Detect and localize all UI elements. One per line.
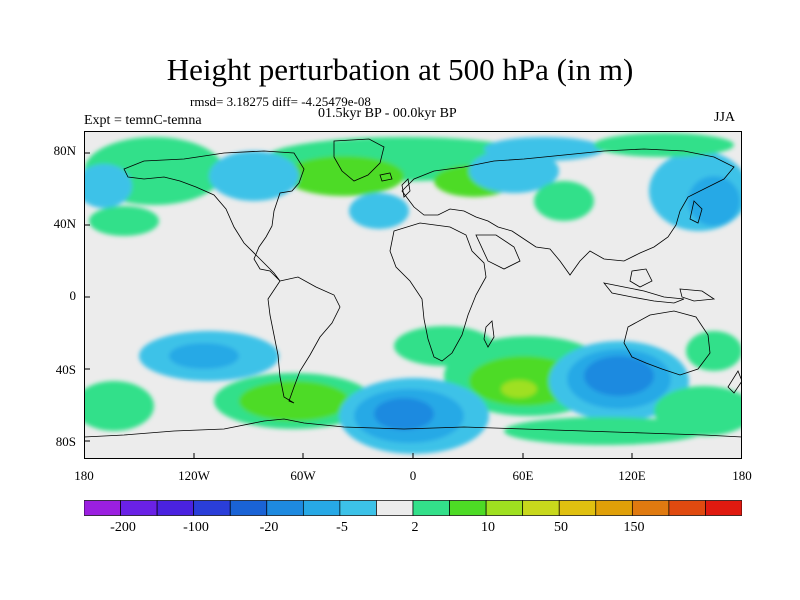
- coast-africa: [389, 222, 487, 362]
- fill-yellowgreen-indian-core: [501, 380, 537, 398]
- coast-madagascar: [483, 320, 495, 348]
- fill-blue-far-east: [688, 176, 740, 226]
- colorbar-label: 150: [623, 520, 645, 535]
- fill-green-arctic-east: [594, 133, 734, 157]
- fill-green-south-pacific-west: [84, 381, 154, 431]
- coast-iceland: [379, 172, 393, 182]
- world-map-field: [84, 131, 742, 459]
- fill-blue-north-atlantic: [349, 193, 409, 229]
- colorbar-swatch: [193, 500, 231, 516]
- stats-subtitle: rmsd= 3.18275 diff= -4.25479e-08: [190, 94, 371, 109]
- map-ticks: [84, 152, 633, 459]
- colorbar-swatch: [120, 500, 158, 516]
- lat-label-80s: 80S: [55, 434, 76, 449]
- colorbar-swatch: [522, 500, 560, 516]
- colorbar-swatch: [229, 500, 268, 516]
- coast-arabia: [475, 234, 521, 270]
- colorbar-swatch: [558, 500, 597, 516]
- coast-new-zealand: [727, 370, 742, 394]
- colorbar: [84, 500, 742, 516]
- coast-eurasia: [401, 148, 735, 276]
- fill-green-south-far-east: [686, 331, 742, 371]
- fill-green-pacific-small: [89, 206, 159, 236]
- lat-label-40s: 40S: [55, 362, 76, 377]
- fill-bright-green-south-america: [239, 381, 349, 421]
- fill-blue-arctic: [484, 137, 604, 161]
- colorbar-label: 50: [554, 520, 568, 535]
- coast-antarctica: [84, 418, 742, 438]
- fill-blue-australia-core: [584, 356, 654, 396]
- lon-label-120w: 120W: [178, 468, 210, 483]
- colorbar-swatch: [449, 500, 487, 516]
- coast-uk: [401, 178, 411, 198]
- period-label: 01.5kyr BP - 00.0kyr BP: [318, 106, 457, 121]
- chart-title: Height perturbation at 500 hPa (in m): [166, 52, 634, 87]
- colorbar-swatch: [266, 500, 304, 516]
- fill-green-central-asia: [534, 181, 594, 221]
- coast-japan: [689, 200, 703, 224]
- colorbar-swatch: [412, 500, 450, 516]
- lon-label-120e: 120E: [618, 468, 646, 483]
- colorbar-label: -5: [336, 520, 348, 535]
- experiment-label: Expt = temnC-temna: [84, 113, 202, 128]
- colorbar-swatch: [705, 500, 742, 516]
- colorbar-swatch: [668, 500, 706, 516]
- coastlines: [84, 138, 742, 438]
- lon-label-0: 0: [409, 468, 417, 483]
- colorbar-label: -20: [259, 520, 279, 535]
- coast-borneo: [629, 268, 653, 288]
- contour-fills: [84, 133, 742, 454]
- colorbar-swatch: [84, 500, 121, 516]
- fill-blue-nw: [84, 164, 132, 208]
- coast-north-america: [123, 150, 305, 282]
- fill-green-antarctic: [504, 417, 704, 445]
- colorbar-swatch: [302, 500, 341, 516]
- fill-blue-north-america: [209, 151, 299, 201]
- fill-blue-south-pacific-core: [169, 343, 239, 369]
- colorbar-swatch: [485, 500, 524, 516]
- lon-label-60w: 60W: [290, 468, 316, 483]
- coast-new-guinea: [679, 288, 716, 302]
- lat-label-40n: 40N: [53, 216, 76, 231]
- coast-south-america: [267, 276, 341, 404]
- colorbar-label: -200: [110, 520, 136, 535]
- colorbar-swatch: [376, 500, 414, 516]
- colorbar-swatch: [339, 500, 377, 516]
- lon-label-180e: 180: [732, 468, 752, 483]
- lat-label-80n: 80N: [53, 143, 76, 158]
- colorbar-label: 2: [411, 520, 419, 535]
- fill-blue-south-atlantic-core: [374, 398, 434, 430]
- fill-bright-green-greenland: [284, 156, 404, 196]
- season-label: JJA: [714, 110, 736, 125]
- colorbar-swatch: [595, 500, 633, 516]
- lat-label-eq: 0: [69, 288, 77, 303]
- colorbar-label: 10: [481, 520, 495, 535]
- colorbar-swatch: [156, 500, 195, 516]
- fill-green-indian-north: [394, 326, 494, 366]
- colorbar-label: -100: [183, 520, 209, 535]
- lon-label-180w: 180: [74, 468, 94, 483]
- lon-label-60e: 60E: [512, 468, 534, 483]
- colorbar-swatch: [631, 500, 670, 516]
- coast-australia: [623, 310, 711, 376]
- coast-indonesia: [603, 282, 685, 304]
- coast-greenland: [333, 138, 385, 182]
